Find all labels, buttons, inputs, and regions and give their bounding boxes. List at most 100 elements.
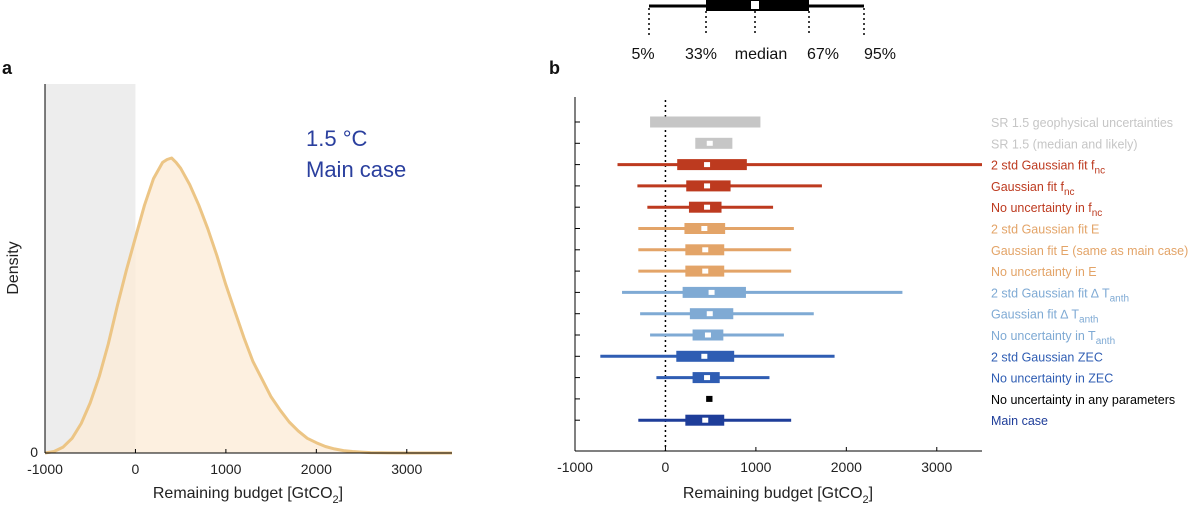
panel-b-row-box: [695, 137, 733, 149]
panel-b-xtick-label: -1000: [557, 459, 593, 475]
panel-a-xlabel-end: ]: [339, 485, 343, 502]
panel-b-row-box: [650, 116, 761, 128]
panel-b-row-median: [706, 140, 713, 146]
panel-b-row-label-main: SR 1.5 geophysical uncertainties: [991, 116, 1173, 130]
panel-b-row-label-sub: anth: [1096, 336, 1115, 347]
panel-a-xtick-label: 0: [132, 461, 140, 477]
panel-b-row-median: [702, 417, 709, 423]
legend-key-median-marker: [751, 1, 759, 9]
legend-key-label-5: 5%: [631, 46, 654, 63]
panel-b-row-label: No uncertainty in Tanth: [991, 329, 1115, 347]
panel-b-row-box: [677, 159, 747, 171]
panel-a-xtick-label: -1000: [27, 461, 63, 477]
panel-b-row-label: No uncertainty in any parameters: [991, 393, 1175, 407]
panel-a-density-line: [44, 156, 452, 455]
panel-b-row-label: SR 1.5 (median and likely): [991, 137, 1138, 151]
panel-b-row-median: [702, 247, 709, 253]
panel-b-y-ticks: [575, 121, 580, 421]
panel-b-row-label: Gaussian fit ∆ Tanth: [991, 308, 1098, 326]
panel-a-xtick-label: 2000: [301, 461, 332, 477]
panel-b-x-ticks: -1000 0 1000 2000 3000: [557, 447, 953, 475]
panel-b-xtick-label: 0: [662, 459, 670, 475]
panel-b-row-label: 2 std Gaussian fit fnc: [991, 159, 1105, 177]
panel-b-xtick-label: 1000: [740, 459, 771, 475]
panel-b-row-median: [704, 183, 711, 189]
panel-b-row-median: [704, 375, 711, 381]
panel-b-row-label: SR 1.5 geophysical uncertainties: [991, 116, 1173, 130]
panel-b-row: No uncertainty in Tanth: [650, 329, 1115, 347]
panel-b-row-label: No uncertainty in E: [991, 265, 1097, 279]
panel-b-row-box: [706, 395, 713, 402]
panel-b-row-label-main: No uncertainty in any parameters: [991, 393, 1175, 407]
panel-a-xlabel: Remaining budget [GtCO2]: [153, 485, 343, 506]
panel-b-row-median: [708, 289, 715, 295]
panel-a-ylabel: Density: [5, 241, 22, 294]
panel-b-row: 2 std Gaussian fit ∆ Tanth: [622, 286, 1129, 304]
panel-b-row: 2 std Gaussian fit E: [638, 223, 1099, 237]
panel-b-row-label-sub: nc: [1064, 187, 1075, 198]
panel-b-row-label-main: 2 std Gaussian fit E: [991, 223, 1099, 237]
panel-b-row-median: [704, 332, 711, 338]
panel-b-rows: SR 1.5 geophysical uncertainties SR 1.5 (…: [600, 116, 1188, 428]
panel-a-x-ticks: -1000 0 1000 2000 3000: [27, 449, 423, 477]
panel-b-xtick-label: 2000: [831, 459, 862, 475]
panel-b-row-label-main: No uncertainty in f: [991, 201, 1092, 215]
legend-key-label-95: 95%: [864, 46, 896, 63]
panel-b-row-label-sub: anth: [1079, 315, 1098, 326]
panel-b-row-median: [701, 226, 708, 231]
panel-b-row: No uncertainty in E: [638, 265, 1097, 279]
panel-b-xlabel-main: Remaining budget [GtCO: [683, 485, 863, 502]
panel-b-row-median: [702, 268, 709, 274]
panel-b-xtick-label: 3000: [921, 459, 952, 475]
panel-b-row-label-main: Main case: [991, 414, 1048, 428]
legend-key-label-median: median: [735, 46, 787, 63]
panel-a-xlabel-sub: 2: [333, 494, 339, 506]
legend-key-label-33: 33%: [685, 46, 717, 63]
panel-b-row-median: [704, 162, 711, 168]
panel-b-row-label-main: Gaussian fit E (same as main case): [991, 244, 1188, 258]
panel-b-row: Main case: [638, 414, 1048, 428]
panel-b-row-label-sub: anth: [1110, 293, 1129, 304]
panel-b-row-label-main: Gaussian fit ∆ T: [991, 308, 1079, 322]
panel-b-row-label-main: No uncertainty in T: [991, 329, 1096, 343]
panel-a-title-line-2: Main case: [306, 157, 406, 182]
panel-b-label: b: [549, 58, 560, 78]
panel-b-xlabel-sub: 2: [863, 494, 869, 506]
panel-a-xtick-label: 3000: [391, 461, 422, 477]
legend-key-label-67: 67%: [807, 46, 839, 63]
panel-b-row-label: Gaussian fit E (same as main case): [991, 244, 1188, 258]
panel-b-row-label: No uncertainty in ZEC: [991, 372, 1113, 386]
panel-b-row: No uncertainty in ZEC: [656, 372, 1113, 386]
panel-b-row: No uncertainty in fnc: [647, 201, 1102, 219]
panel-b-row-label-main: Gaussian fit f: [991, 180, 1064, 194]
panel-b-row-label-main: No uncertainty in ZEC: [991, 372, 1113, 386]
panel-b-row-label-main: 2 std Gaussian ZEC: [991, 350, 1103, 364]
panel-a-xtick-label: 1000: [210, 461, 241, 477]
panel-b-row: Gaussian fit ∆ Tanth: [640, 308, 1098, 326]
panel-b-row-label-main: 2 std Gaussian fit ∆ T: [991, 286, 1110, 300]
panel-b-row: No uncertainty in any parameters: [706, 393, 1175, 407]
panel-b-row-label-main: 2 std Gaussian fit f: [991, 159, 1095, 173]
panel-b-row: Gaussian fit E (same as main case): [638, 244, 1188, 258]
panel-a-label: a: [2, 58, 13, 78]
panel-b-row-median: [706, 311, 713, 317]
panel-b-row-label-main: SR 1.5 (median and likely): [991, 137, 1138, 151]
panel-b-row: SR 1.5 geophysical uncertainties: [650, 116, 1173, 130]
panel-a-ytick-0: 0: [30, 444, 38, 460]
panel-a-density-chart: a -1000 0 1000 2000 3000 0 Density Remaining…: [2, 58, 452, 506]
panel-b-row-label: 2 std Gaussian fit ∆ Tanth: [991, 286, 1129, 304]
panel-a-xlabel-main: Remaining budget [GtCO: [153, 485, 333, 502]
panel-b-xlabel-end: ]: [869, 485, 873, 502]
panel-b-row: SR 1.5 (median and likely): [695, 137, 1138, 151]
panel-b-row-label-sub: nc: [1092, 208, 1103, 219]
panel-b-row-label: 2 std Gaussian fit E: [991, 223, 1099, 237]
panel-b-row-label-sub: nc: [1095, 166, 1106, 177]
panel-a-title-line-1: 1.5 °C: [306, 126, 367, 151]
panel-b-row: 2 std Gaussian ZEC: [600, 350, 1103, 364]
panel-a-density-area: [45, 158, 452, 453]
panel-b-row-median: [704, 204, 711, 210]
panel-b-row-label: Main case: [991, 414, 1048, 428]
percentile-legend-key: 5% 33% median 67% 95%: [631, 0, 896, 63]
